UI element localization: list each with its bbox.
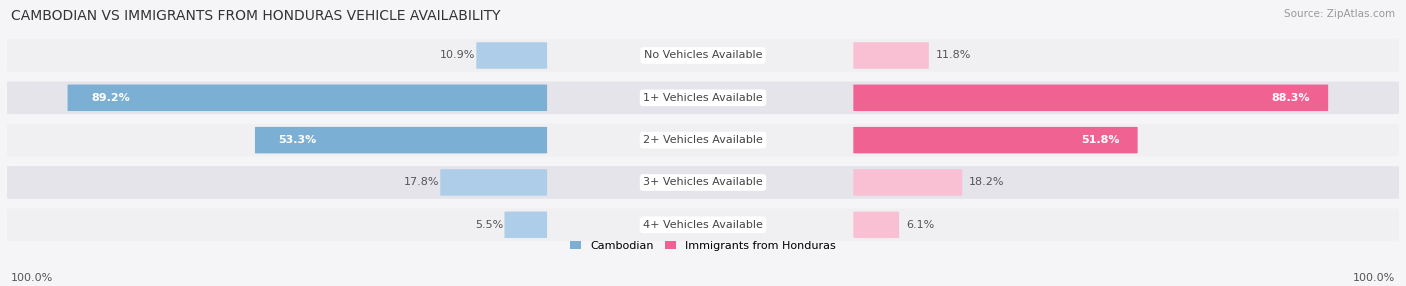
Text: Source: ZipAtlas.com: Source: ZipAtlas.com <box>1284 9 1395 19</box>
Text: 4+ Vehicles Available: 4+ Vehicles Available <box>643 220 763 230</box>
FancyBboxPatch shape <box>853 85 1329 111</box>
Text: 18.2%: 18.2% <box>969 178 1005 187</box>
FancyBboxPatch shape <box>7 82 1399 114</box>
Text: 100.0%: 100.0% <box>11 273 53 283</box>
FancyBboxPatch shape <box>477 42 547 69</box>
Text: 89.2%: 89.2% <box>91 93 129 103</box>
FancyBboxPatch shape <box>7 124 1399 156</box>
FancyBboxPatch shape <box>853 127 1137 153</box>
Text: 3+ Vehicles Available: 3+ Vehicles Available <box>643 178 763 187</box>
Text: No Vehicles Available: No Vehicles Available <box>644 51 762 60</box>
Text: 53.3%: 53.3% <box>278 135 316 145</box>
FancyBboxPatch shape <box>505 212 547 238</box>
Text: 6.1%: 6.1% <box>905 220 935 230</box>
FancyBboxPatch shape <box>7 39 1399 72</box>
FancyBboxPatch shape <box>440 169 547 196</box>
Text: 88.3%: 88.3% <box>1271 93 1310 103</box>
Text: 10.9%: 10.9% <box>440 51 475 60</box>
FancyBboxPatch shape <box>67 85 547 111</box>
Legend: Cambodian, Immigrants from Honduras: Cambodian, Immigrants from Honduras <box>571 241 835 251</box>
Text: 5.5%: 5.5% <box>475 220 503 230</box>
Text: 17.8%: 17.8% <box>404 178 439 187</box>
Text: CAMBODIAN VS IMMIGRANTS FROM HONDURAS VEHICLE AVAILABILITY: CAMBODIAN VS IMMIGRANTS FROM HONDURAS VE… <box>11 9 501 23</box>
FancyBboxPatch shape <box>853 212 898 238</box>
Text: 100.0%: 100.0% <box>1353 273 1395 283</box>
FancyBboxPatch shape <box>7 166 1399 199</box>
FancyBboxPatch shape <box>853 169 962 196</box>
FancyBboxPatch shape <box>853 42 929 69</box>
Text: 2+ Vehicles Available: 2+ Vehicles Available <box>643 135 763 145</box>
Text: 51.8%: 51.8% <box>1081 135 1119 145</box>
Text: 1+ Vehicles Available: 1+ Vehicles Available <box>643 93 763 103</box>
FancyBboxPatch shape <box>7 208 1399 241</box>
FancyBboxPatch shape <box>254 127 547 153</box>
Text: 11.8%: 11.8% <box>936 51 972 60</box>
